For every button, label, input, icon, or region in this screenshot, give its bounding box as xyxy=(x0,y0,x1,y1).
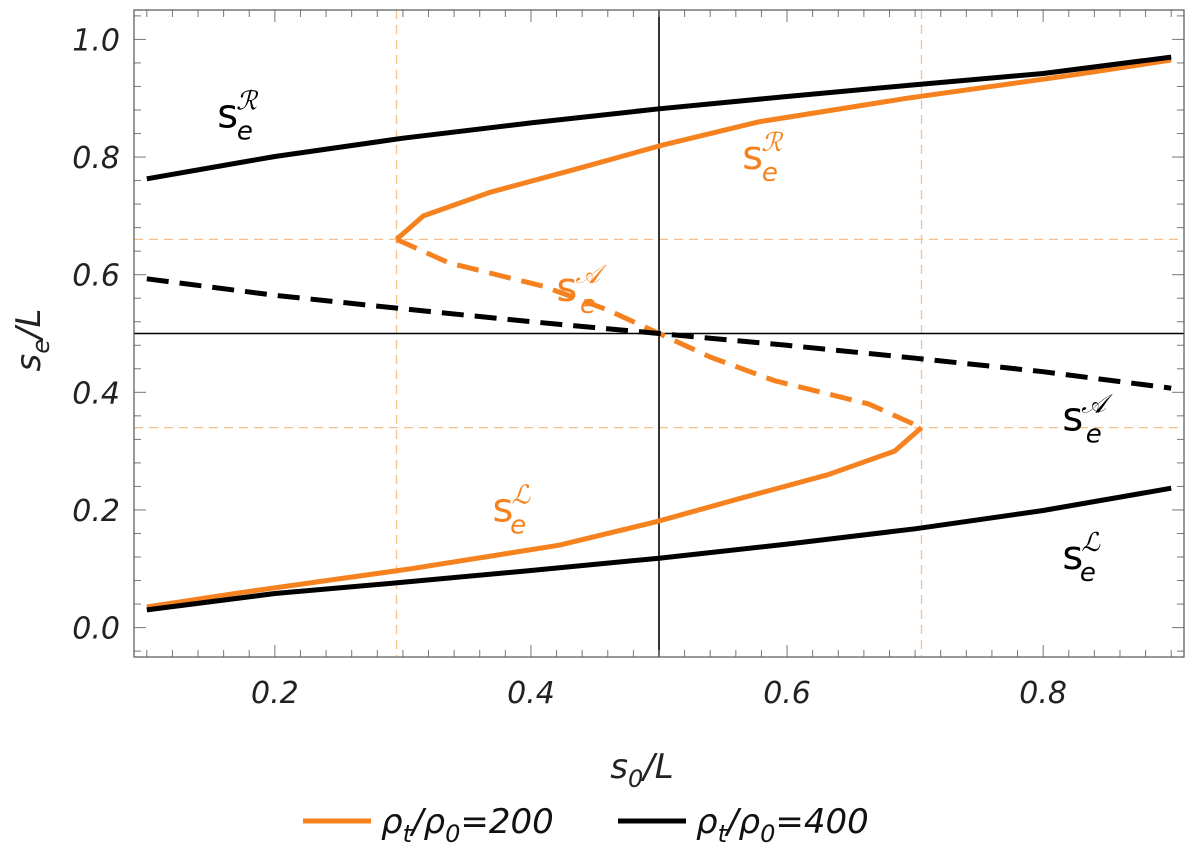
black-curve-label: sℛ e xyxy=(217,87,259,147)
y-tick-label: 0.6 xyxy=(72,259,120,294)
y-tick-label: 0.4 xyxy=(72,376,120,411)
black-curve-label: s𝒜 e xyxy=(1062,390,1113,450)
axis-ticks xyxy=(134,10,1184,657)
x-axis-label: s0/L xyxy=(610,747,673,793)
y-axis-label: se/L xyxy=(9,309,55,372)
x-tick-label: 0.8 xyxy=(1019,676,1067,711)
plot-frame xyxy=(133,9,1185,658)
x-tick-label: 0.6 xyxy=(763,676,811,711)
curve-annotations: sℛ e s𝒜 e sℒ e sℛ e s𝒜 e sℒ e xyxy=(217,87,1113,588)
y-tick-label: 0.0 xyxy=(72,612,120,647)
y-tick-label: 0.2 xyxy=(72,494,120,529)
black-branch-R xyxy=(146,54,1172,182)
y-tick-label: 0.8 xyxy=(72,141,120,176)
orange-branch-R xyxy=(394,57,1172,242)
black-branch-A xyxy=(146,276,1172,391)
black-branch-L xyxy=(146,485,1172,613)
x-tick-label: 0.2 xyxy=(251,676,299,711)
series-curves xyxy=(146,54,1172,613)
black-curve-label: sℒ e xyxy=(1062,528,1101,588)
tick-labels: 0.2 0.4 0.6 0.8 0.0 0.2 0.4 0.6 0.8 1.0 xyxy=(72,23,1067,711)
y-tick-label: 1.0 xyxy=(72,23,120,58)
orange-curve-label: sℒ e xyxy=(493,481,532,541)
legend-label: ρt/ρ0=400 xyxy=(696,802,869,846)
orange-curve-label: s𝒜 e xyxy=(557,260,608,320)
legend-label: ρt/ρ0=200 xyxy=(381,802,554,846)
legend: ρt/ρ0=200 ρt/ρ0=400 xyxy=(303,802,869,846)
orange-branch-L xyxy=(146,425,924,610)
orange-curve-label: sℛ e xyxy=(742,128,784,188)
x-tick-label: 0.4 xyxy=(507,676,555,711)
